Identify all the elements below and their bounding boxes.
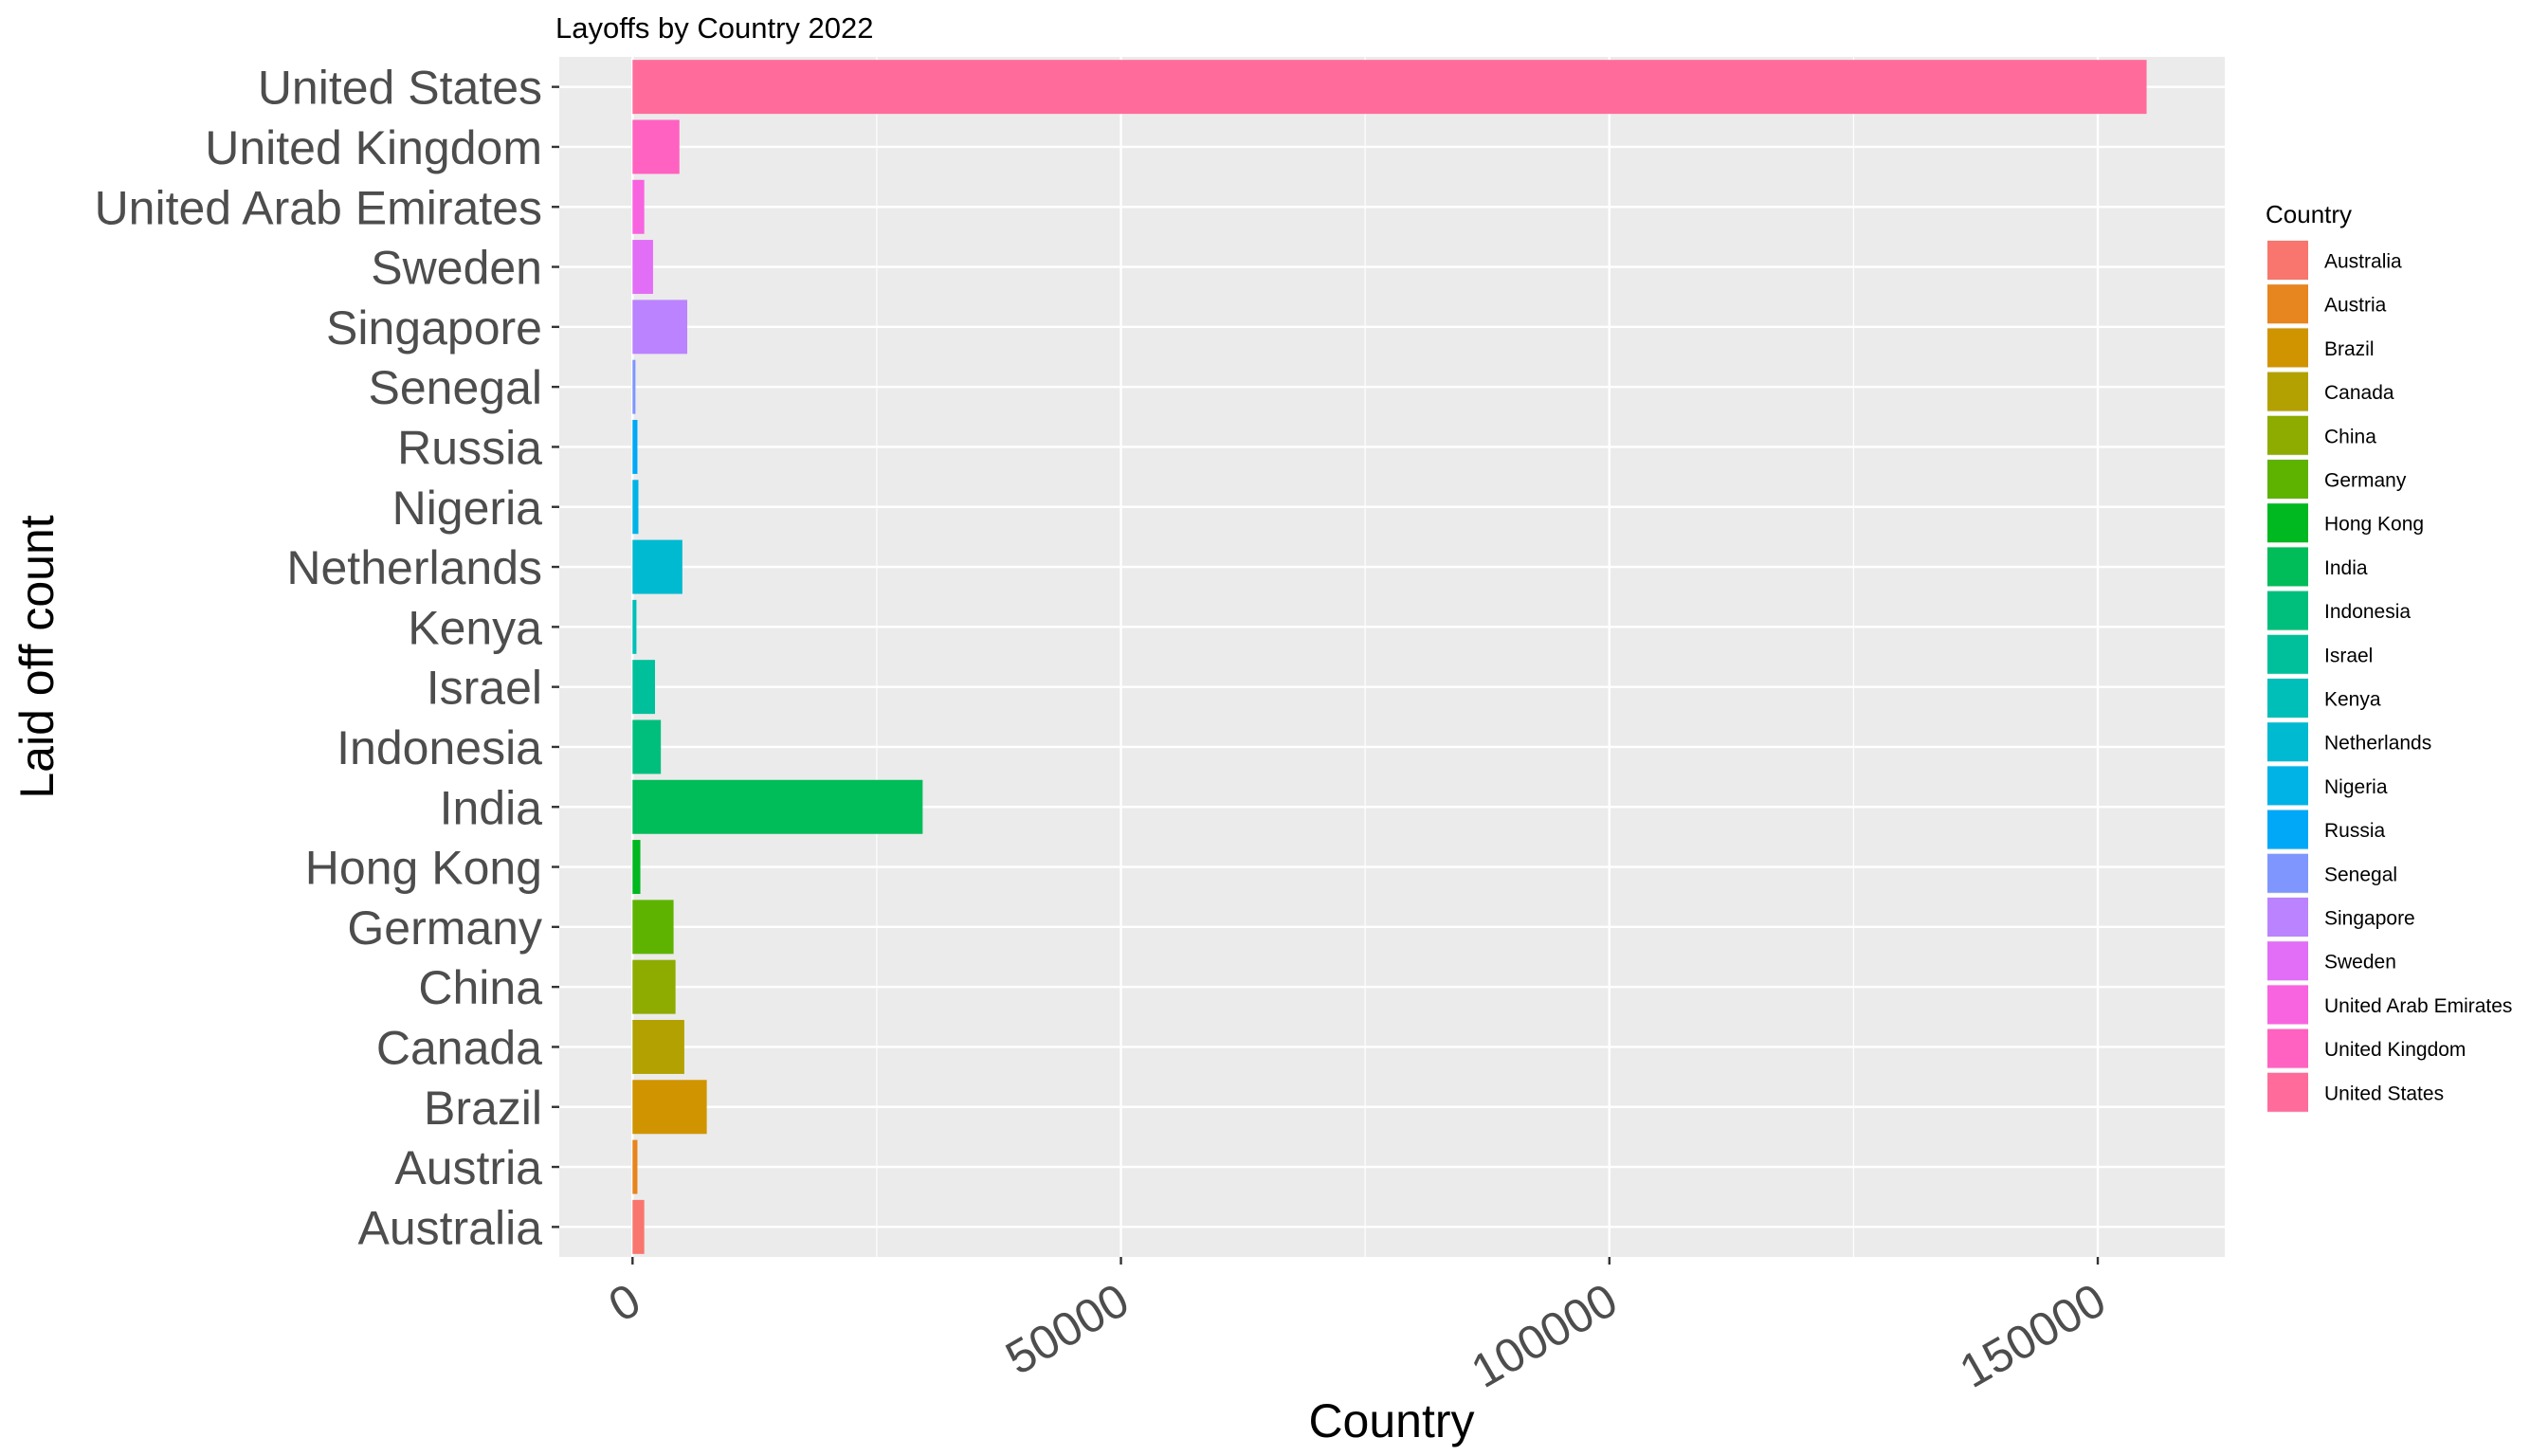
legend-label: Brazil (2324, 338, 2375, 360)
legend-label: Hong Kong (2324, 514, 2424, 536)
legend-key (2267, 941, 2308, 981)
legend-key (2267, 810, 2308, 849)
legend-label: Germany (2324, 470, 2407, 492)
x-tick-label: 50000 (997, 1273, 1138, 1385)
bar (632, 1139, 638, 1194)
legend-label: Nigeria (2324, 776, 2388, 798)
y-tick-label: Brazil (424, 1082, 542, 1135)
y-tick-label: Sweden (371, 242, 542, 295)
legend-key (2267, 460, 2308, 499)
legend-label: Sweden (2324, 952, 2396, 974)
bar (632, 660, 655, 715)
legend-key (2267, 766, 2308, 806)
x-tick-label: 0 (600, 1273, 649, 1332)
legend-key (2267, 1072, 2308, 1112)
bar (632, 1199, 645, 1254)
y-tick-label: Austria (394, 1141, 542, 1194)
legend-label: Austria (2324, 295, 2387, 317)
bar (632, 959, 676, 1014)
bar (632, 719, 662, 774)
x-tick-label: 150000 (1951, 1273, 2115, 1398)
legend-label: Indonesia (2324, 601, 2411, 623)
legend-key (2267, 679, 2308, 718)
y-tick-label: Kenya (408, 601, 542, 654)
legend-items: Australia Austria Brazil Canada China Germany… (2267, 240, 2512, 1113)
legend: Country Australia Austria Brazil Canada Chin… (2266, 200, 2512, 1113)
bars-group (632, 60, 2147, 1254)
bar (632, 359, 636, 414)
legend-label: United States (2324, 1083, 2444, 1104)
legend-key (2267, 372, 2308, 411)
legend-label: Senegal (2324, 864, 2397, 885)
bar (632, 599, 637, 654)
bar (632, 179, 645, 234)
bar (632, 900, 674, 955)
legend-label: Israel (2324, 645, 2373, 666)
legend-key (2267, 722, 2308, 762)
bar (632, 840, 641, 895)
bar (632, 419, 638, 474)
legend-label: India (2324, 557, 2368, 579)
minor-gridlines (876, 57, 1855, 1257)
bar (632, 779, 923, 834)
legend-label: Singapore (2324, 908, 2415, 930)
y-tick-label: Germany (347, 901, 542, 955)
y-tick-label: United Kingdom (205, 121, 542, 174)
y-tick-label: India (440, 781, 543, 834)
y-tick-label: Nigeria (392, 482, 543, 535)
y-tick-label: Israel (427, 662, 542, 715)
y-tick-label: Senegal (369, 361, 543, 414)
x-axis-ticks: 0 50000 100000 150000 (600, 1257, 2115, 1398)
y-tick-label: Canada (376, 1021, 542, 1074)
x-axis-title: Country (1308, 1394, 1474, 1447)
legend-label: United Kingdom (2324, 1039, 2466, 1061)
legend-key (2267, 547, 2308, 587)
legend-label: Canada (2324, 382, 2394, 404)
x-tick-label: 100000 (1463, 1273, 1627, 1398)
y-tick-label: Hong Kong (305, 842, 542, 895)
y-tick-label: Singapore (326, 301, 542, 355)
major-gridlines (559, 57, 2225, 1257)
y-tick-label: Russia (397, 421, 542, 474)
legend-key (2267, 591, 2308, 630)
legend-key (2267, 328, 2308, 368)
legend-key (2267, 898, 2308, 937)
legend-key (2267, 415, 2308, 455)
bar (632, 539, 682, 594)
legend-label: Netherlands (2324, 733, 2431, 755)
y-tick-label: Australia (357, 1201, 542, 1254)
y-axis-ticks: Australia Austria Brazil Canada China Germany… (95, 62, 559, 1254)
legend-key (2267, 853, 2308, 893)
y-tick-label: Netherlands (286, 541, 542, 594)
bar (632, 1080, 707, 1135)
legend-key (2267, 985, 2308, 1025)
legend-key (2267, 503, 2308, 543)
bar (632, 60, 2147, 115)
legend-key (2267, 634, 2308, 674)
legend-label: United Arab Emirates (2324, 995, 2512, 1017)
bar (632, 300, 687, 355)
legend-key (2267, 284, 2308, 324)
chart-title: Layoffs by Country 2022 (555, 11, 873, 45)
legend-label: Russia (2324, 820, 2386, 842)
y-tick-label: Indonesia (337, 721, 542, 774)
legend-label: Kenya (2324, 689, 2381, 711)
y-tick-label: United Arab Emirates (95, 181, 542, 234)
legend-label: China (2324, 426, 2376, 447)
bar (632, 240, 653, 295)
bar (632, 1019, 684, 1074)
bar (632, 480, 639, 535)
y-tick-label: United States (258, 62, 542, 115)
bar (632, 119, 680, 174)
plot-panel-background (559, 57, 2225, 1257)
legend-label: Australia (2324, 251, 2402, 273)
y-tick-label: China (418, 961, 542, 1014)
legend-title: Country (2266, 200, 2352, 228)
y-axis-title: Laid off count (10, 515, 64, 798)
legend-key (2267, 1028, 2308, 1068)
legend-key (2267, 241, 2308, 280)
